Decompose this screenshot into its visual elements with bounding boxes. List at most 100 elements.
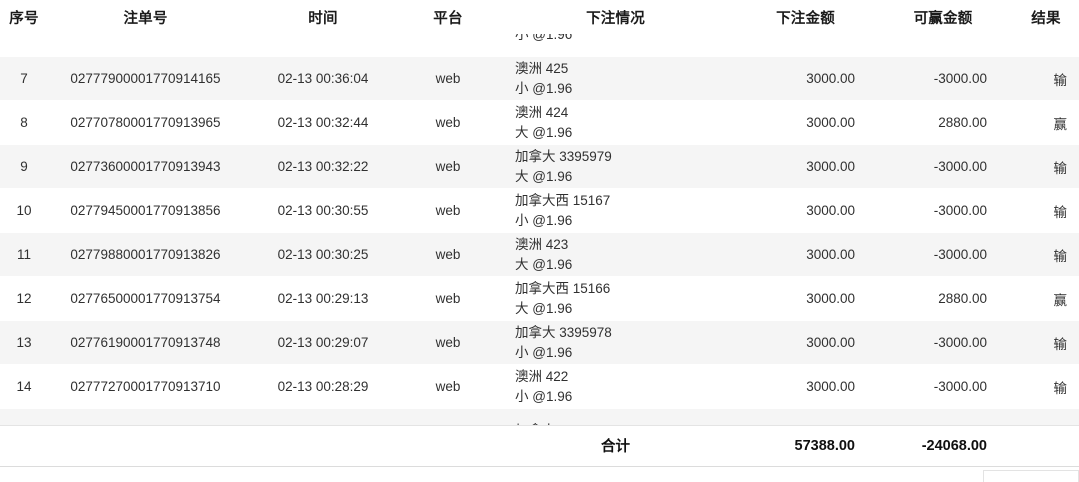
cell-index: 9: [20, 159, 28, 174]
cell-platform: web: [435, 379, 461, 394]
cell-order-no: 02776500001770913754: [70, 291, 221, 306]
cell-index: 11: [16, 247, 31, 262]
bet-detail-line-2: 小 @1.96: [515, 80, 573, 96]
cell-time: 02-13 00:26:03: [243, 423, 403, 425]
bet-detail-line-1: 澳洲 424: [515, 104, 569, 120]
table-row[interactable]: 9 02773600001770913943 02-13 00:32:22 we…: [0, 144, 1079, 188]
cell-platform: web: [435, 71, 461, 86]
cell-platform: web: [435, 159, 461, 174]
cell-bet-detail: 加拿大 3395978 小 @1.96: [493, 323, 738, 363]
cell-winnable-amount: 2880.00: [938, 291, 987, 306]
bet-detail-line-2: 大 @1.96: [515, 300, 573, 316]
cell-time: 02-13 00:30:25: [277, 247, 369, 262]
table-row[interactable]: 小 @1.96: [0, 34, 1079, 56]
cell-index: 12: [16, 291, 32, 306]
column-header-order-no[interactable]: 注单号: [123, 10, 168, 27]
table-row[interactable]: 15 02778800001770913561 02-13 00:26:03 w…: [0, 408, 1079, 425]
cell-time: 02-13 00:36:04: [277, 71, 369, 86]
column-header-platform[interactable]: 平台: [433, 10, 463, 27]
cell-bet-detail: 加拿大 3395979 大 @1.96: [493, 147, 738, 187]
column-header-winnable-amount[interactable]: 可赢金额: [913, 10, 973, 27]
cell-winnable-amount: -3000.00: [933, 159, 987, 174]
partial-panel-below-table: [983, 470, 1079, 482]
bet-detail-line-2: 大 @1.96: [515, 124, 573, 140]
table-footer-total-row: 合计 57388.00 -24068.00: [0, 425, 1079, 465]
bet-detail-line-1: 加拿大西 15167: [515, 192, 611, 208]
column-header-time[interactable]: 时间: [308, 10, 338, 27]
bet-detail-line-2: 小 @1.96: [515, 388, 573, 404]
cell-result: 输: [1053, 160, 1068, 176]
cell-winnable-amount: -3000.00: [933, 203, 987, 218]
cell-index: 13: [16, 335, 32, 350]
bet-detail-line-1: 加拿大西 15166: [515, 280, 611, 296]
cell-bet-amount: 3000.00: [806, 335, 855, 350]
cell-index: 14: [16, 379, 32, 394]
column-header-bet-amount[interactable]: 下注金额: [776, 10, 835, 27]
bet-detail-line-1: 加拿大 3395977: [515, 421, 738, 425]
bet-detail-line-2: 大 @1.96: [515, 168, 573, 184]
footer-total-bet-amount: 57388.00: [794, 437, 855, 454]
cell-winnable-amount: -3000.00: [933, 335, 987, 350]
cell-winnable-amount: -3000.00: [933, 379, 987, 394]
cell-bet-detail: 澳洲 425 小 @1.96: [493, 59, 738, 99]
table-row[interactable]: 13 02776190001770913748 02-13 00:29:07 w…: [0, 320, 1079, 364]
cell-platform: web: [435, 115, 461, 130]
cell-order-no: 02777900001770914165: [70, 71, 221, 86]
cell-winnable-amount: -3000.00: [933, 71, 987, 86]
table-body-scroll-area[interactable]: 小 @1.96 7 02777900001770914165 02-13 00:…: [0, 34, 1079, 425]
cell-bet-amount: 3000.00: [806, 247, 855, 262]
column-header-bet-detail[interactable]: 下注情况: [586, 10, 645, 27]
cell-bet-amount: 3000.00: [806, 71, 855, 86]
table-row[interactable]: 11 02779880001770913826 02-13 00:30:25 w…: [0, 232, 1079, 276]
cell-time: 02-13 00:29:07: [277, 335, 369, 350]
cell-time: 02-13 00:32:22: [277, 159, 369, 174]
cell-order-no: 02776190001770913748: [70, 335, 221, 350]
footer-total-winnable-amount: -24068.00: [921, 437, 987, 454]
cell-result: 输: [1053, 72, 1068, 88]
cell-result: 赢: [1053, 116, 1068, 132]
cell-bet-amount: 3000.00: [806, 379, 855, 394]
cell-index: 7: [20, 71, 28, 86]
cell-winnable-amount: 2880.00: [938, 115, 987, 130]
cell-bet-detail: 澳洲 424 大 @1.96: [493, 103, 738, 143]
cell-bet-amount: 3000.00: [806, 115, 855, 130]
bet-detail-line-2: 小 @1.96: [515, 344, 573, 360]
cell-platform: web: [435, 335, 461, 350]
bet-detail-line-1: 澳洲 425: [515, 60, 569, 76]
bet-detail-line-2: 小 @1.96: [515, 34, 573, 42]
cell-time: 02-13 00:32:44: [277, 115, 369, 130]
table-row[interactable]: 8 02770780001770913965 02-13 00:32:44 we…: [0, 100, 1079, 144]
cell-index: 10: [16, 203, 32, 218]
cell-bet-amount: 3000.00: [806, 203, 855, 218]
bet-detail-line-2: 大 @1.96: [515, 256, 573, 272]
table-header: 序号 注单号 时间 平台 下注情况 下注金额 可赢金额 结果: [0, 0, 1079, 34]
cell-bet-detail: 加拿大西 15167 小 @1.96: [493, 191, 738, 231]
bet-detail-line-2: 小 @1.96: [515, 212, 573, 228]
table-body: 小 @1.96 7 02777900001770914165 02-13 00:…: [0, 34, 1079, 425]
cell-platform: web: [403, 423, 493, 425]
cell-bet-amount: 3000.00: [806, 291, 855, 306]
cell-bet-detail: 加拿大 3395977: [493, 421, 738, 425]
cell-order-no: 02777270001770913710: [70, 379, 221, 394]
table-row[interactable]: 10 02779450001770913856 02-13 00:30:55 w…: [0, 188, 1079, 232]
cell-result: 输: [1053, 248, 1068, 264]
table-row[interactable]: 7 02777900001770914165 02-13 00:36:04 we…: [0, 56, 1079, 100]
cell-result: 输: [1053, 380, 1068, 396]
cell-winnable-amount: -3000.00: [873, 423, 1013, 425]
cell-time: 02-13 00:29:13: [277, 291, 369, 306]
cell-index: 15: [0, 423, 48, 425]
cell-order-no: 02773600001770913943: [70, 159, 221, 174]
cell-order-no: 02778800001770913561: [48, 423, 243, 425]
cell-result: 输: [1053, 204, 1068, 220]
bet-detail-line-1: 澳洲 422: [515, 368, 569, 384]
cell-result: 输: [1053, 336, 1068, 352]
cell-bet-amount: 3000.00: [806, 159, 855, 174]
column-header-index[interactable]: 序号: [9, 10, 39, 27]
cell-result: 赢: [1053, 292, 1068, 308]
table-row[interactable]: 12 02776500001770913754 02-13 00:29:13 w…: [0, 276, 1079, 320]
cell-platform: web: [435, 247, 461, 262]
table-row[interactable]: 14 02777270001770913710 02-13 00:28:29 w…: [0, 364, 1079, 408]
column-header-result[interactable]: 结果: [1031, 10, 1061, 27]
cell-bet-detail: 加拿大西 15166 大 @1.96: [493, 279, 738, 319]
